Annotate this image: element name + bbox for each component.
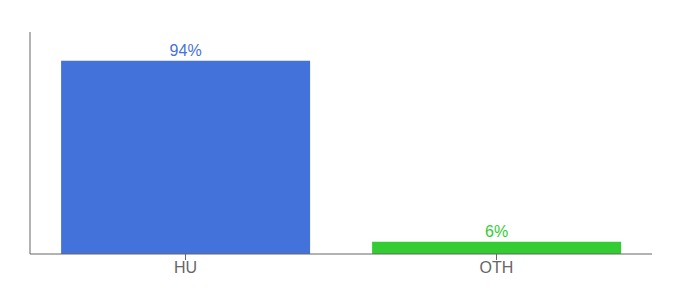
svg-text:HU: HU [174, 259, 197, 276]
svg-text:94%: 94% [170, 42, 202, 59]
svg-text:6%: 6% [485, 223, 508, 240]
svg-text:OTH: OTH [480, 259, 514, 276]
